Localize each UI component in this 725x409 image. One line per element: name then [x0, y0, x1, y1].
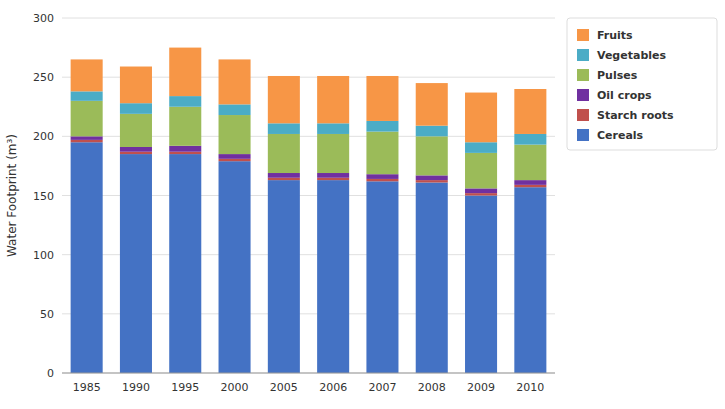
bar-segment: [366, 179, 398, 181]
bar-segment: [416, 136, 448, 175]
bar-segment: [71, 59, 103, 91]
legend-label: Starch roots: [597, 109, 674, 122]
bar-segment: [416, 180, 448, 182]
bar-segment: [317, 178, 349, 180]
bar-segment: [465, 196, 497, 374]
bar-segment: [514, 185, 546, 187]
bar-segment: [268, 178, 300, 180]
bar-segment: [120, 154, 152, 373]
legend: Fruits Vegetables Pulses Oil crops Starch ro…: [567, 18, 717, 150]
bar-segment: [317, 180, 349, 373]
x-tick-label: 1985: [73, 381, 101, 394]
bar-segment: [169, 146, 201, 152]
x-tick-label: 2008: [418, 381, 446, 394]
legend-label: Vegetables: [597, 49, 666, 62]
bar-segment: [514, 180, 546, 185]
legend-label: Oil crops: [597, 89, 652, 102]
y-tick-label: 100: [33, 249, 54, 262]
bar-segment: [268, 123, 300, 134]
bar-segment: [416, 182, 448, 373]
chart-container: 0 50 100 150 200 250 300 1985 1990 1995 2000 2005 20…: [0, 0, 725, 409]
bar-segment: [120, 67, 152, 104]
grid: [62, 18, 555, 373]
x-tick-label: 2000: [221, 381, 249, 394]
bar-segment: [169, 107, 201, 146]
bar-segment: [169, 48, 201, 97]
x-tick-label: 2007: [368, 381, 396, 394]
bar-segment: [268, 134, 300, 173]
bar-segment: [514, 89, 546, 134]
bar-segment: [465, 193, 497, 195]
bar-segment: [71, 91, 103, 100]
bar-segment: [465, 188, 497, 193]
bar-segment: [120, 103, 152, 114]
bar-segment: [366, 121, 398, 132]
chart-svg: 0 50 100 150 200 250 300 1985 1990 1995 2000 2005 20…: [0, 0, 725, 409]
x-tick-label: 2005: [270, 381, 298, 394]
legend-label: Pulses: [597, 69, 638, 82]
legend-swatch: [577, 49, 589, 61]
legend-swatch: [577, 29, 589, 41]
bar-segment: [465, 142, 497, 153]
bar-segment: [366, 76, 398, 121]
bar-segment: [169, 154, 201, 373]
bar-segment: [219, 161, 251, 373]
bar-segment: [268, 173, 300, 178]
bar-segment: [465, 153, 497, 189]
bar-segment: [219, 59, 251, 104]
grid-line: [62, 373, 555, 374]
x-axis-line: [62, 373, 555, 374]
bar-segment: [416, 126, 448, 137]
y-tick-label: 0: [47, 367, 54, 380]
y-axis-label: Water Footprint (m³): [5, 134, 19, 257]
bar-segment: [219, 115, 251, 154]
legend-swatch: [577, 89, 589, 101]
bar-segment: [416, 83, 448, 126]
legend-swatch: [577, 109, 589, 121]
bar-segment: [169, 96, 201, 107]
bar-segment: [514, 145, 546, 181]
x-tick-label: 2006: [319, 381, 347, 394]
bars: [71, 48, 547, 373]
bar-segment: [219, 159, 251, 161]
x-tick-label: 1990: [122, 381, 150, 394]
bar-segment: [71, 142, 103, 373]
bar-segment: [219, 104, 251, 115]
y-tick-label: 50: [40, 308, 54, 321]
y-tick-label: 200: [33, 130, 54, 143]
legend-label: Fruits: [597, 29, 633, 42]
bar-segment: [416, 175, 448, 180]
bar-segment: [268, 76, 300, 123]
bar-segment: [71, 101, 103, 137]
bar-segment: [268, 180, 300, 373]
bar-segment: [465, 93, 497, 143]
bar-segment: [317, 134, 349, 173]
bar-segment: [120, 114, 152, 147]
bar-segment: [317, 173, 349, 178]
bar-segment: [71, 136, 103, 140]
bar-segment: [514, 134, 546, 145]
legend-swatch: [577, 129, 589, 141]
bar-segment: [366, 174, 398, 179]
bar-segment: [120, 152, 152, 154]
bar-segment: [514, 187, 546, 373]
grid-line: [62, 18, 555, 19]
legend-frame: [567, 18, 717, 150]
x-tick-label: 2010: [516, 381, 544, 394]
legend-label: Cereals: [597, 129, 644, 142]
y-tick-label: 300: [33, 12, 54, 25]
legend-swatch: [577, 69, 589, 81]
bar-segment: [317, 76, 349, 123]
bar-segment: [366, 181, 398, 373]
x-tick-label: 2009: [467, 381, 495, 394]
bar-segment: [317, 123, 349, 134]
y-tick-label: 150: [33, 190, 54, 203]
x-tick-label: 1995: [171, 381, 199, 394]
bar-segment: [120, 147, 152, 152]
bar-segment: [71, 140, 103, 142]
y-tick-label: 250: [33, 71, 54, 84]
bar-segment: [219, 154, 251, 159]
bar-segment: [366, 132, 398, 175]
bar-segment: [169, 152, 201, 154]
